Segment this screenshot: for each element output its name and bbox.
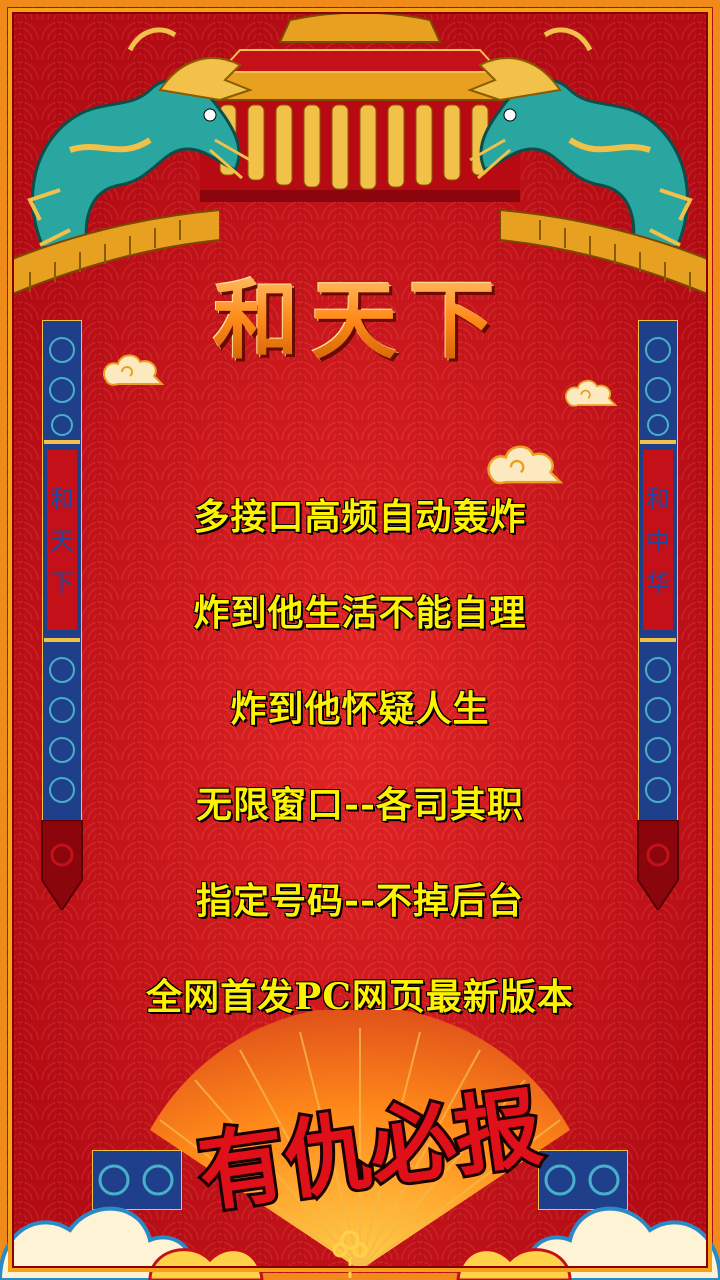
feature-line: 多接口高频自动轰炸 — [193, 496, 527, 538]
pillar-left — [42, 320, 82, 830]
slogan: 有仇必报 — [190, 1080, 551, 1220]
pillar-left-char: 和 — [50, 485, 74, 513]
dragon-right-icon — [467, 27, 693, 262]
feature-line: 炸到他怀疑人生 — [230, 688, 490, 730]
pillar-left-char: 下 — [50, 569, 74, 597]
auspicious-cloud-icon — [487, 445, 564, 485]
pillar-right-char: 华 — [646, 569, 670, 597]
dragon-left-icon — [27, 27, 253, 262]
eave-right — [500, 208, 710, 297]
pillar-right-char: 中 — [646, 527, 670, 555]
pillar-right — [638, 320, 678, 830]
pillar-right-text: 和 中 华 — [638, 478, 678, 604]
pillar-base-left — [41, 820, 83, 910]
bottom-band-right — [538, 1150, 628, 1210]
feature-line: 炸到他生活不能自理 — [193, 592, 527, 634]
pillar-left-char: 天 — [50, 527, 74, 555]
bottom-band-left — [92, 1150, 182, 1210]
feature-line: 指定号码--不掉后台 — [196, 880, 524, 922]
pillar-base-right — [637, 820, 679, 910]
palace-roof — [180, 11, 540, 202]
pillar-left-text: 和 天 下 — [42, 478, 82, 604]
feature-line: 无限窗口--各司其职 — [196, 784, 524, 826]
auspicious-cloud-icon — [564, 379, 618, 407]
slogan-text: 有仇必报 — [193, 1080, 548, 1220]
eave-left — [10, 208, 220, 297]
bottom-clouds — [0, 1206, 720, 1280]
folding-fan — [150, 1010, 570, 1271]
page-title: 和天下 — [0, 250, 720, 375]
pillar-right-char: 和 — [646, 485, 670, 513]
auspicious-cloud-icon — [102, 354, 164, 386]
